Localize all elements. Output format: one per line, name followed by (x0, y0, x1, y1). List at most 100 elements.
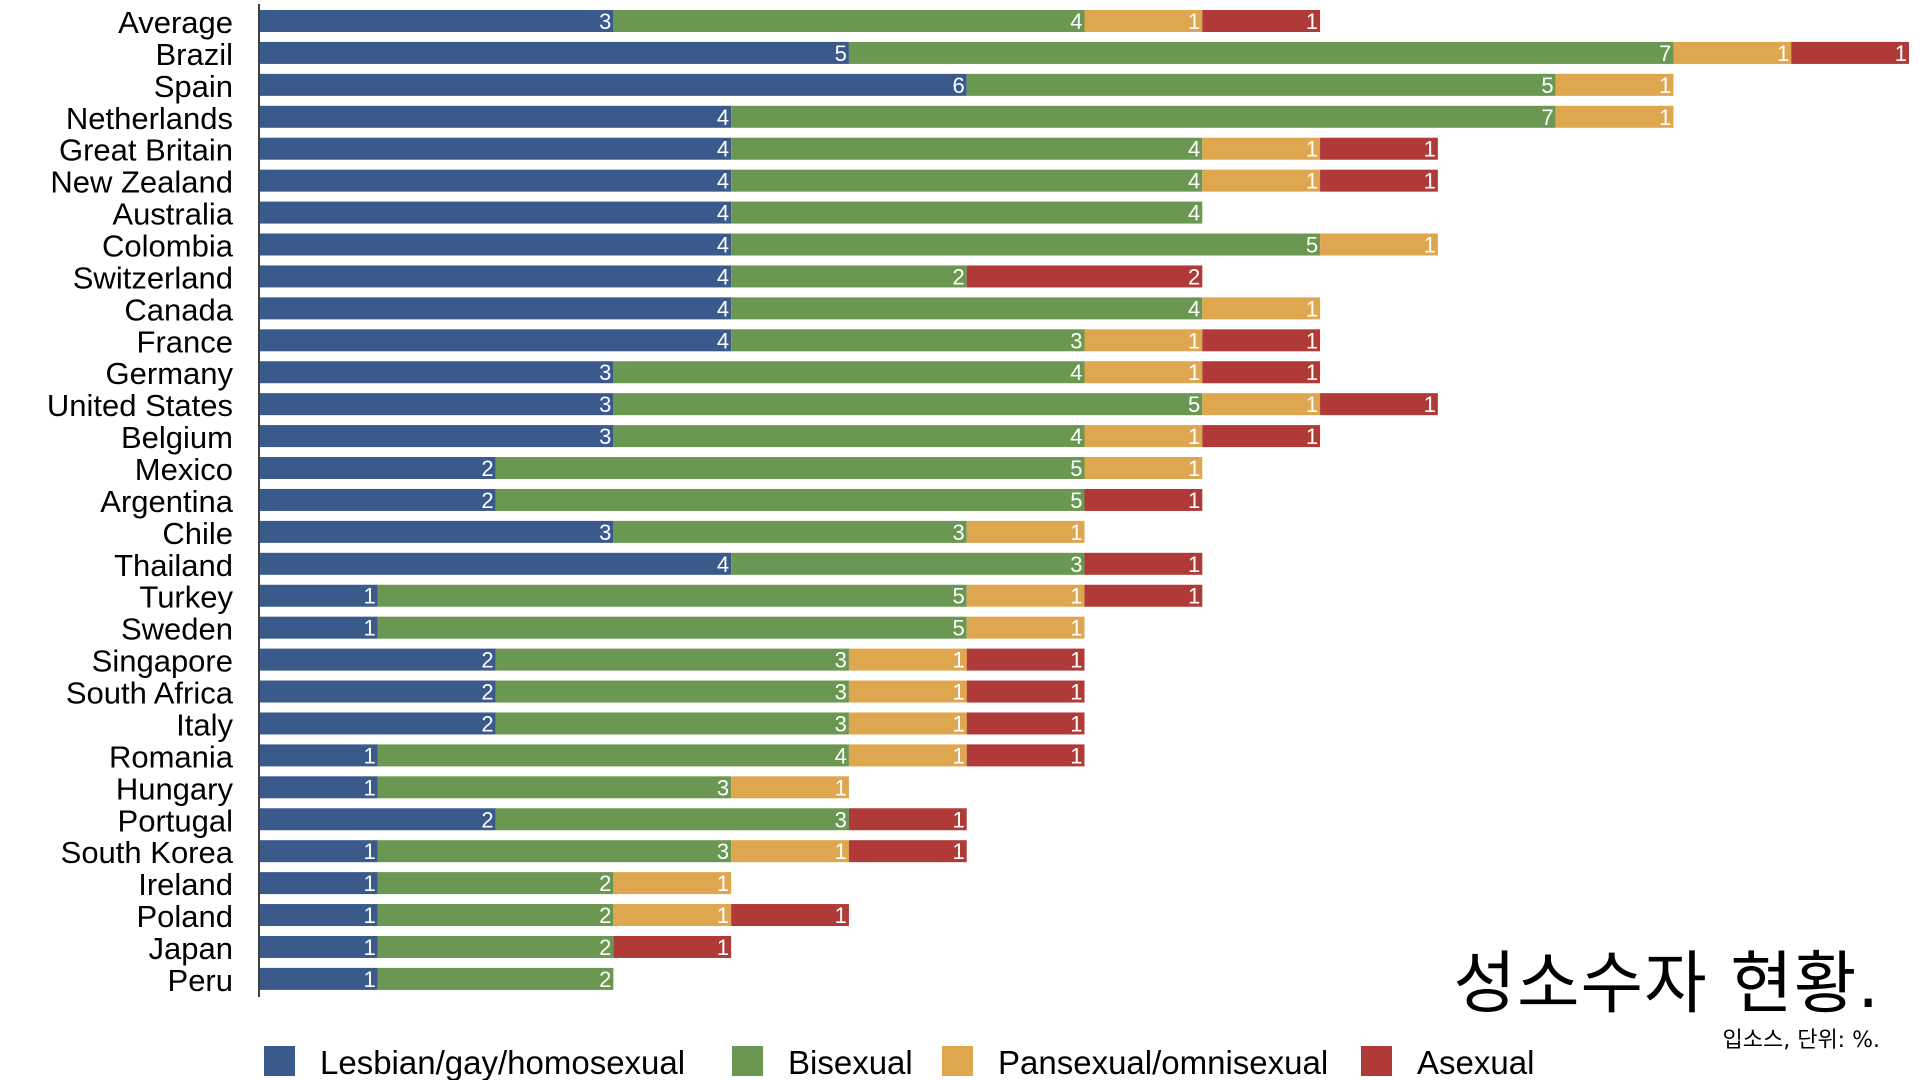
legend-label: Pansexual/omnisexual (998, 1044, 1328, 1080)
bar-row: 3 5 1 1 (260, 392, 1438, 417)
data-label: 1 (1188, 360, 1200, 385)
legend-item: Lesbian/gay/homosexual (264, 1044, 685, 1080)
bar-segment-pansexual-omnisexual (731, 776, 849, 799)
category-label: Spain (154, 69, 233, 104)
bar-segment-lesbian-gay-homosexual (260, 648, 496, 671)
data-label: 2 (481, 807, 493, 832)
data-label: 1 (364, 935, 376, 960)
data-label: 4 (1188, 296, 1200, 321)
bar-segment-bisexual (377, 776, 732, 799)
bar-segment-bisexual (377, 967, 614, 990)
data-label: 3 (952, 520, 964, 545)
data-label: 2 (481, 488, 493, 513)
data-label: 2 (599, 935, 611, 960)
legend-label: Lesbian/gay/homosexual (320, 1044, 685, 1080)
bar-segment-pansexual-omnisexual (1084, 361, 1203, 384)
data-label: 1 (364, 871, 376, 896)
category-label: Italy (176, 707, 233, 742)
data-label: 1 (364, 839, 376, 864)
bar-segment-lesbian-gay-homosexual (260, 520, 614, 543)
data-label: 3 (835, 807, 847, 832)
bar-segment-lesbian-gay-homosexual (260, 265, 732, 288)
category-label: Average (118, 5, 233, 40)
bar-segment-bisexual (377, 584, 967, 607)
bar-row: 1 5 1 (260, 616, 1085, 641)
data-label: 1 (952, 680, 964, 705)
bar-segment-pansexual-omnisexual (1084, 10, 1203, 32)
data-label: 1 (364, 967, 376, 992)
category-label: Germany (106, 356, 234, 391)
bar-row: 4 7 1 (260, 105, 1674, 130)
bar-segment-lesbian-gay-homosexual (260, 840, 378, 863)
data-label: 1 (1188, 488, 1200, 513)
category-label: France (137, 324, 233, 359)
category-label: Brazil (155, 37, 233, 72)
legend: Lesbian/gay/homosexual Bisexual Pansexual/… (264, 1044, 1534, 1080)
data-label: 1 (1306, 296, 1318, 321)
data-label: 2 (599, 967, 611, 992)
bar-segment-pansexual-omnisexual (848, 648, 967, 671)
data-label: 1 (1306, 137, 1318, 162)
data-label: 1 (1188, 9, 1200, 34)
data-label: 3 (599, 424, 611, 449)
data-label: 1 (1424, 233, 1436, 258)
data-label: 4 (717, 552, 729, 577)
bar-segment-lesbian-gay-homosexual (260, 457, 496, 480)
data-label: 1 (1188, 584, 1200, 609)
data-label: 5 (1306, 233, 1318, 258)
bar-segment-lesbian-gay-homosexual (260, 73, 967, 96)
bar-segment-lesbian-gay-homosexual (260, 10, 614, 32)
bar-segment-lesbian-gay-homosexual (260, 137, 732, 160)
data-label: 1 (1306, 328, 1318, 353)
data-label: 1 (1070, 616, 1082, 641)
data-label: 1 (1070, 711, 1082, 736)
bar-segment-asexual (848, 840, 967, 863)
data-label: 2 (481, 456, 493, 481)
bar-segment-bisexual (495, 680, 849, 703)
bar-segment-lesbian-gay-homosexual (260, 329, 732, 352)
bar-segment-asexual (966, 265, 1203, 288)
bar-segment-bisexual (613, 10, 1085, 32)
data-label: 1 (835, 839, 847, 864)
data-label: 1 (1188, 456, 1200, 481)
legend-item: Asexual (1361, 1044, 1534, 1080)
category-label: United States (47, 388, 233, 423)
category-label: Canada (124, 292, 233, 327)
bar-segment-bisexual (731, 201, 1203, 224)
data-label: 4 (835, 743, 847, 768)
bar-row: 1 2 1 1 (260, 903, 849, 928)
data-label: 1 (364, 775, 376, 800)
data-label: 1 (364, 903, 376, 928)
data-label: 2 (481, 648, 493, 673)
data-label: 3 (717, 839, 729, 864)
bar-segment-bisexual (377, 744, 849, 767)
data-label: 3 (1070, 328, 1082, 353)
bar-segment-pansexual-omnisexual (848, 680, 967, 703)
data-label: 4 (1070, 360, 1082, 385)
bar-segment-lesbian-gay-homosexual (260, 105, 732, 128)
category-label: South Korea (61, 835, 234, 870)
bar-segment-pansexual-omnisexual (1202, 297, 1321, 320)
category-label: Sweden (121, 612, 233, 647)
bar-segment-lesbian-gay-homosexual (260, 808, 496, 831)
bar-row: 1 3 1 (260, 775, 849, 800)
bar-segment-asexual (731, 904, 849, 927)
legend-swatch (264, 1046, 295, 1076)
data-label: 4 (717, 201, 729, 226)
data-label: 3 (599, 520, 611, 545)
data-label: 5 (1188, 392, 1200, 417)
category-label: Netherlands (66, 101, 233, 136)
category-label: Singapore (92, 644, 233, 679)
bar-segment-bisexual (731, 105, 1556, 128)
bar-segment-lesbian-gay-homosexual (260, 488, 496, 511)
bar-segment-asexual (1202, 361, 1321, 384)
bar-segment-lesbian-gay-homosexual (260, 169, 732, 192)
data-label: 3 (599, 9, 611, 34)
category-label: Turkey (139, 580, 233, 615)
bar-segment-lesbian-gay-homosexual (260, 712, 496, 735)
bar-segment-bisexual (613, 361, 1085, 384)
data-label: 1 (1424, 392, 1436, 417)
legend-item: Bisexual (732, 1044, 913, 1080)
bar-segment-bisexual (613, 520, 967, 543)
